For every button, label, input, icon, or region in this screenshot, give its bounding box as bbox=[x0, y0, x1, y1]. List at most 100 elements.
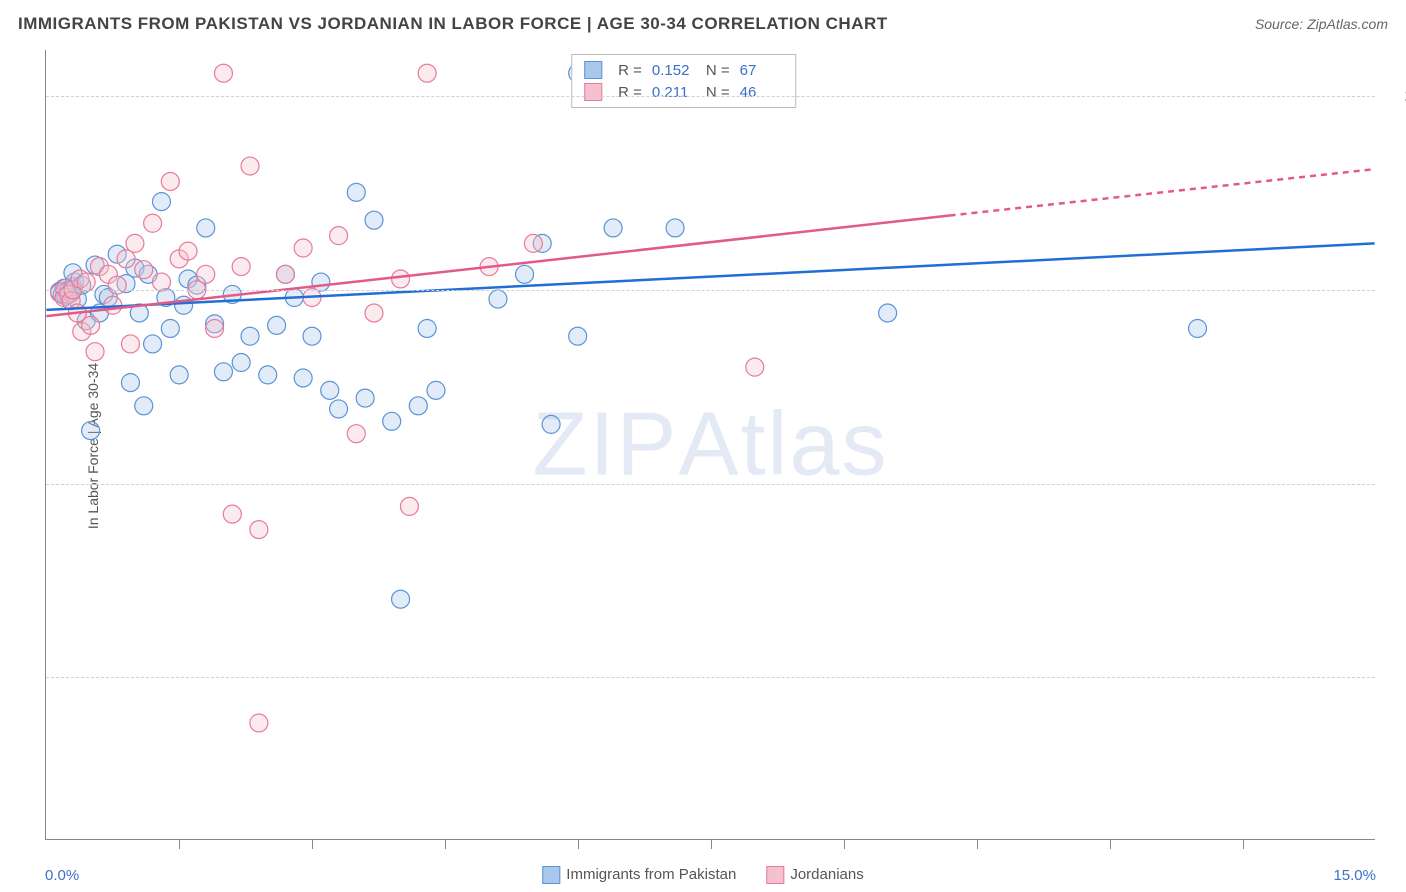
scatter-point bbox=[418, 319, 436, 337]
scatter-point bbox=[135, 397, 153, 415]
scatter-point bbox=[356, 389, 374, 407]
scatter-point bbox=[161, 319, 179, 337]
scatter-point bbox=[542, 415, 560, 433]
scatter-point bbox=[82, 316, 100, 334]
scatter-point bbox=[77, 273, 95, 291]
scatter-point bbox=[250, 714, 268, 732]
scatter-point bbox=[383, 412, 401, 430]
stats-n-value: 46 bbox=[740, 84, 784, 101]
scatter-point bbox=[392, 270, 410, 288]
scatter-point bbox=[303, 327, 321, 345]
scatter-point bbox=[197, 265, 215, 283]
scatter-point bbox=[161, 173, 179, 191]
stats-r-value: 0.152 bbox=[652, 62, 696, 79]
y-tick-label: 87.5% bbox=[1385, 282, 1406, 299]
scatter-point bbox=[409, 397, 427, 415]
scatter-point bbox=[144, 335, 162, 353]
x-tick bbox=[977, 839, 978, 849]
x-tick bbox=[578, 839, 579, 849]
scatter-point bbox=[223, 505, 241, 523]
legend-item: Immigrants from Pakistan bbox=[542, 866, 736, 884]
x-tick bbox=[711, 839, 712, 849]
x-axis-max-label: 15.0% bbox=[1333, 867, 1376, 884]
scatter-point bbox=[427, 381, 445, 399]
trend-line bbox=[46, 243, 1374, 310]
legend-swatch bbox=[584, 61, 602, 79]
scatter-point bbox=[121, 335, 139, 353]
scatter-point bbox=[86, 343, 104, 361]
stats-r-label: R = bbox=[618, 84, 642, 101]
stats-row: R = 0.211 N = 46 bbox=[584, 81, 784, 103]
scatter-point bbox=[365, 211, 383, 229]
stats-legend-box: R = 0.152 N = 67 R = 0.211 N = 46 bbox=[571, 54, 797, 108]
scatter-point bbox=[569, 327, 587, 345]
gridline-h bbox=[46, 677, 1375, 678]
scatter-point bbox=[516, 265, 534, 283]
scatter-point bbox=[82, 422, 100, 440]
scatter-point bbox=[179, 242, 197, 260]
scatter-point bbox=[170, 366, 188, 384]
scatter-point bbox=[121, 374, 139, 392]
x-axis-min-label: 0.0% bbox=[45, 867, 79, 884]
scatter-point bbox=[276, 265, 294, 283]
scatter-point bbox=[126, 234, 144, 252]
chart-source: Source: ZipAtlas.com bbox=[1255, 16, 1388, 32]
x-tick bbox=[1110, 839, 1111, 849]
scatter-point bbox=[365, 304, 383, 322]
stats-r-label: R = bbox=[618, 62, 642, 79]
stats-n-value: 67 bbox=[740, 62, 784, 79]
scatter-point bbox=[294, 239, 312, 257]
scatter-point bbox=[330, 400, 348, 418]
scatter-point bbox=[206, 319, 224, 337]
bottom-legend: Immigrants from Pakistan Jordanians bbox=[542, 866, 863, 884]
gridline-h bbox=[46, 96, 1375, 97]
gridline-h bbox=[46, 484, 1375, 485]
stats-row: R = 0.152 N = 67 bbox=[584, 59, 784, 81]
scatter-point bbox=[214, 64, 232, 82]
scatter-point bbox=[400, 497, 418, 515]
scatter-point bbox=[418, 64, 436, 82]
scatter-point bbox=[152, 273, 170, 291]
scatter-point bbox=[746, 358, 764, 376]
x-tick bbox=[445, 839, 446, 849]
scatter-point bbox=[108, 276, 126, 294]
legend-label: Jordanians bbox=[790, 866, 863, 883]
stats-n-label: N = bbox=[706, 84, 730, 101]
scatter-point bbox=[232, 258, 250, 276]
scatter-point bbox=[294, 369, 312, 387]
scatter-point bbox=[135, 261, 153, 279]
scatter-point bbox=[197, 219, 215, 237]
legend-swatch bbox=[584, 83, 602, 101]
x-tick bbox=[312, 839, 313, 849]
scatter-point bbox=[489, 290, 507, 308]
stats-r-value: 0.211 bbox=[652, 84, 696, 101]
source-link[interactable]: ZipAtlas.com bbox=[1307, 16, 1388, 32]
legend-item: Jordanians bbox=[766, 866, 863, 884]
x-tick bbox=[844, 839, 845, 849]
chart-header: IMMIGRANTS FROM PAKISTAN VS JORDANIAN IN… bbox=[18, 14, 1388, 34]
scatter-point bbox=[241, 157, 259, 175]
scatter-point bbox=[214, 363, 232, 381]
scatter-point bbox=[666, 219, 684, 237]
scatter-point bbox=[268, 316, 286, 334]
plot-area: ZIPAtlas R =0.152N =67R =0.211N =46 62.5… bbox=[45, 50, 1375, 840]
scatter-point bbox=[347, 425, 365, 443]
legend-swatch bbox=[766, 866, 784, 884]
legend-swatch bbox=[542, 866, 560, 884]
y-tick-label: 100.0% bbox=[1385, 88, 1406, 105]
y-tick-label: 62.5% bbox=[1385, 669, 1406, 686]
chart-title: IMMIGRANTS FROM PAKISTAN VS JORDANIAN IN… bbox=[18, 14, 888, 34]
legend-label: Immigrants from Pakistan bbox=[566, 866, 736, 883]
scatter-point bbox=[524, 234, 542, 252]
scatter-point bbox=[604, 219, 622, 237]
stats-n-label: N = bbox=[706, 62, 730, 79]
x-tick bbox=[179, 839, 180, 849]
gridline-h bbox=[46, 290, 1375, 291]
y-tick-label: 75.0% bbox=[1385, 475, 1406, 492]
x-tick bbox=[1243, 839, 1244, 849]
scatter-point bbox=[144, 214, 162, 232]
scatter-point bbox=[879, 304, 897, 322]
scatter-point bbox=[347, 183, 365, 201]
scatter-point bbox=[330, 227, 348, 245]
scatter-point bbox=[1189, 319, 1207, 337]
